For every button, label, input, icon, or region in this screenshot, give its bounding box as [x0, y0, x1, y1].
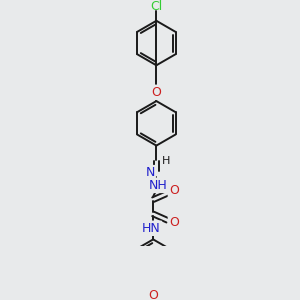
Text: NH: NH: [148, 179, 167, 192]
Text: Cl: Cl: [150, 0, 163, 13]
Text: O: O: [152, 86, 161, 99]
Text: HN: HN: [142, 222, 161, 235]
Text: H: H: [162, 157, 170, 166]
Text: O: O: [169, 184, 179, 197]
Text: O: O: [148, 289, 158, 300]
Text: N: N: [145, 166, 155, 179]
Text: O: O: [169, 216, 179, 229]
